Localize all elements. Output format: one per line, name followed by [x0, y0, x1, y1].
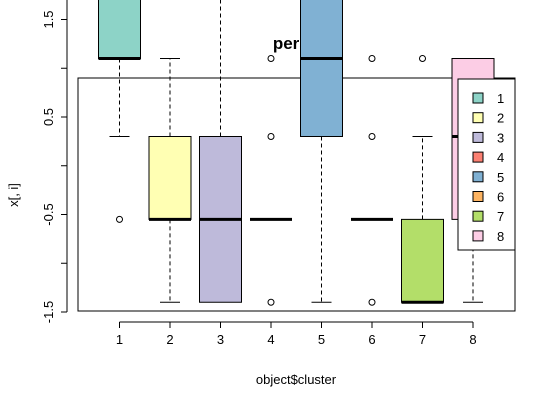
box-group-5 [300, 0, 343, 303]
legend-box [457, 78, 516, 251]
legend-label-7: 7 [497, 209, 504, 224]
x-tick-label-5: 5 [318, 332, 325, 347]
box-2 [148, 136, 192, 220]
y-tick-label--1.5: -1.5 [41, 301, 56, 323]
x-axis-label: object$cluster [256, 372, 337, 387]
outlier-6-1 [368, 133, 376, 140]
legend-swatch-1 [472, 92, 484, 104]
legend-swatch-2 [472, 112, 484, 124]
x-tick-label-3: 3 [217, 332, 224, 347]
x-tick-label-2: 2 [166, 332, 173, 347]
plot-frame [77, 77, 516, 312]
legend: 1 2 3 4 5 6 7 8 [457, 78, 516, 251]
outlier-6-0 [368, 298, 376, 306]
y-axis-label: x[, i] [6, 183, 21, 207]
legend-label-5: 5 [497, 170, 504, 185]
y-tick-label-1.5: 1.5 [41, 10, 56, 28]
legend-swatch-7 [472, 210, 484, 222]
legend-swatch-4 [472, 151, 484, 163]
outlier-4-1 [267, 133, 275, 140]
x-tick-label-6: 6 [368, 332, 375, 347]
outlier-4-2 [267, 55, 275, 62]
x-tick-label-1: 1 [116, 332, 123, 347]
outlier-6-2 [368, 55, 376, 62]
x-tick-label-7: 7 [419, 332, 426, 347]
legend-label-2: 2 [497, 111, 504, 126]
box-group-6 [351, 55, 393, 306]
x-tick-label-8: 8 [469, 332, 476, 347]
outlier-1-0 [116, 215, 123, 223]
y-tick-label-0.5: 0.5 [41, 108, 56, 126]
box-group-1 [98, 0, 141, 223]
box-1 [98, 0, 141, 59]
legend-swatch-6 [472, 191, 484, 202]
legend-label-3: 3 [497, 130, 504, 145]
legend-label-6: 6 [497, 190, 504, 205]
legend-swatch-3 [472, 131, 484, 143]
legend-swatch-8 [472, 230, 484, 242]
box-group-7 [401, 55, 444, 304]
outlier-7-0 [419, 55, 426, 62]
outlier-4-0 [267, 298, 275, 306]
box-group-4 [250, 55, 292, 306]
legend-label-4: 4 [497, 150, 504, 165]
y-tick-label--0.5: -0.5 [41, 203, 56, 225]
box-group-3 [199, 0, 242, 303]
x-tick-label-4: 4 [267, 332, 274, 347]
box-group-2 [148, 58, 192, 303]
box-5 [300, 0, 343, 137]
legend-label-1: 1 [497, 91, 504, 106]
legend-swatch-5 [472, 171, 484, 183]
box-7 [401, 218, 444, 303]
legend-label-8: 8 [497, 229, 504, 244]
axes: -1.5 -0.5 0.5 1.5 1 2 3 4 5 6 7 8 [41, 0, 477, 347]
